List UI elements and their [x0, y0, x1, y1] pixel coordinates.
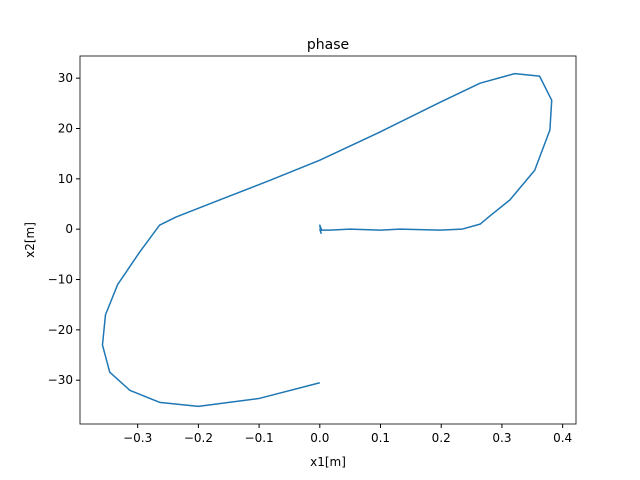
x-tick-label: 0.0 [310, 431, 329, 445]
y-tick-label: 20 [58, 121, 73, 135]
y-tick-label: 30 [58, 71, 73, 85]
y-tick-label: −20 [48, 323, 73, 337]
y-axis-label: x2[m] [23, 222, 37, 258]
y-tick-label: 0 [65, 222, 73, 236]
y-tick-label: 10 [58, 172, 73, 186]
x-tick-label: 0.2 [432, 431, 451, 445]
data-line [101, 72, 553, 408]
x-tick-label: −0.3 [123, 431, 152, 445]
x-tick-label: −0.1 [245, 431, 274, 445]
chart-title: phase [307, 37, 349, 53]
x-tick-label: 0.1 [371, 431, 390, 445]
plot-frame [79, 55, 577, 425]
x-tick-label: −0.2 [184, 431, 213, 445]
y-tick-label: −10 [48, 273, 73, 287]
y-tick-label: −30 [48, 373, 73, 387]
x-axis-label: x1[m] [310, 455, 346, 469]
x-tick-label: 0.3 [492, 431, 511, 445]
x-tick-label: 0.4 [553, 431, 572, 445]
